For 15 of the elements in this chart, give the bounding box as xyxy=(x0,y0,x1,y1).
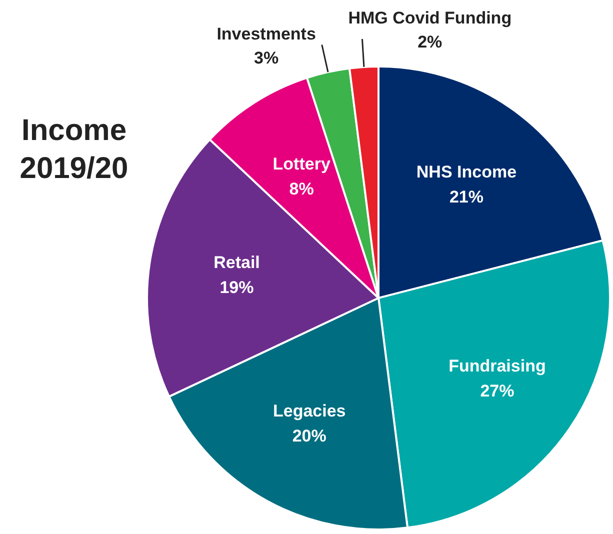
slice-label: Retail xyxy=(214,253,260,272)
data-label: 19% xyxy=(220,278,254,298)
data-label: 21% xyxy=(449,187,484,206)
slice-label: Investments xyxy=(216,24,316,44)
data-label: 2% xyxy=(418,32,442,52)
slice-label: Lottery xyxy=(272,154,331,174)
data-label: 8% xyxy=(289,180,314,198)
slice-label: Fundraising xyxy=(448,356,546,376)
data-label: 3% xyxy=(254,48,279,68)
slice-label: HMG Covid Funding xyxy=(348,8,512,28)
data-label: 20% xyxy=(292,426,326,446)
slice-label: Legacies xyxy=(272,401,346,420)
text: Income 2019/20 xyxy=(18,113,130,187)
slice-label: NHS Income xyxy=(416,162,517,182)
data-label: 27% xyxy=(480,381,514,400)
